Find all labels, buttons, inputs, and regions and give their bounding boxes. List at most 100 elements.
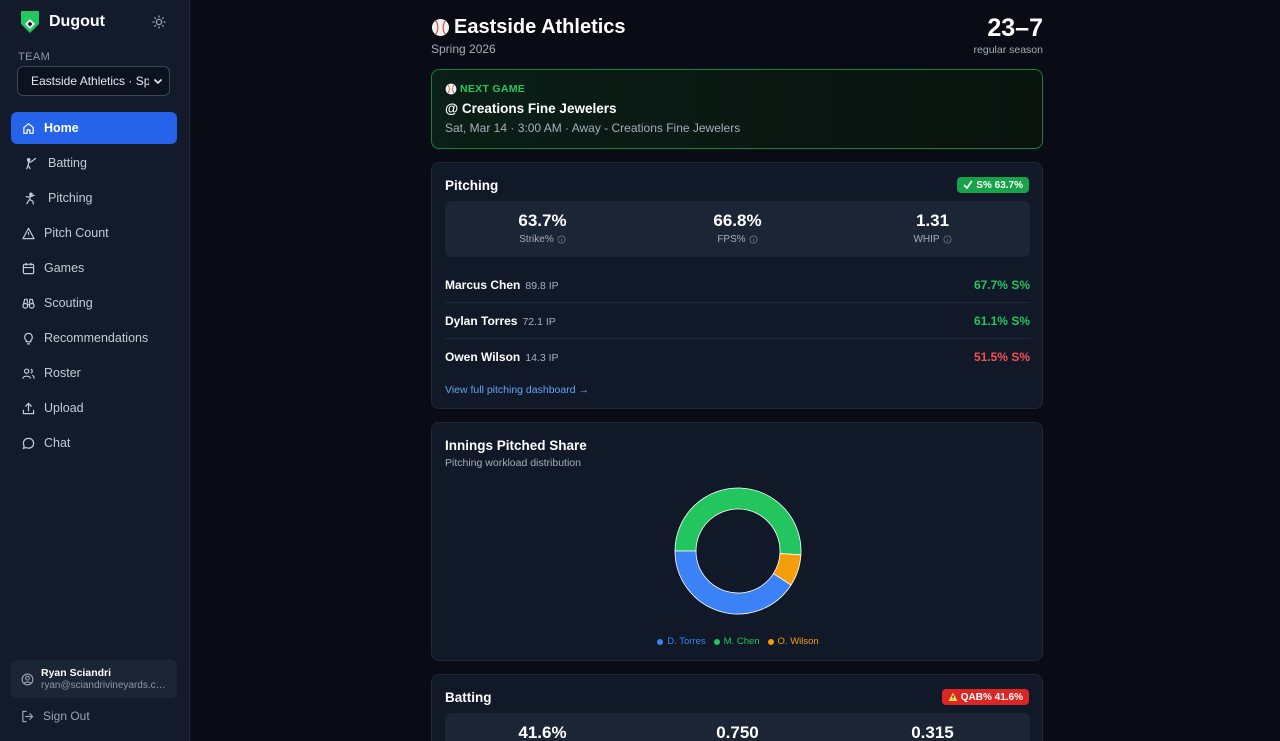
chart-title: Innings Pitched Share xyxy=(445,438,587,453)
pitcher-name: Owen Wilson xyxy=(445,350,521,364)
sidebar-item-pitch-count[interactable]: Pitch Count xyxy=(11,217,177,249)
sidebar-item-label: Batting xyxy=(48,156,87,170)
sidebar-item-games[interactable]: Games xyxy=(11,252,177,284)
calendar-icon xyxy=(22,262,35,274)
info-icon[interactable] xyxy=(749,235,758,244)
baseball-icon xyxy=(445,83,457,95)
batting-stats: 41.6% 0.750 0.315 xyxy=(445,713,1030,741)
next-game-card[interactable]: NEXT GAME @ Creations Fine Jewelers Sat,… xyxy=(431,69,1043,149)
record-label: regular season xyxy=(973,44,1043,56)
sidebar-item-roster[interactable]: Roster xyxy=(11,357,177,389)
pitcher-row[interactable]: Marcus Chen 89.8 IP 67.7% S% xyxy=(445,267,1030,303)
stat-value: 0.315 xyxy=(911,723,954,741)
sidebar-item-label: Pitch Count xyxy=(44,226,109,240)
pitcher-row[interactable]: Owen Wilson 14.3 IP 51.5% S% xyxy=(445,339,1030,375)
brand[interactable]: Dugout xyxy=(20,10,105,34)
innings-chart-card: Innings Pitched Share Pitching workload … xyxy=(431,422,1043,661)
sidebar-item-recommendations[interactable]: Recommendations xyxy=(11,322,177,354)
pitcher-ip: 89.8 IP xyxy=(525,279,559,292)
lightbulb-icon xyxy=(24,332,33,344)
sidebar-item-label: Scouting xyxy=(44,296,93,310)
legend-item[interactable]: M. Chen xyxy=(713,636,760,647)
stat-fps-pct: 66.8% FPS% xyxy=(640,201,835,257)
stat-value: 66.8% xyxy=(713,211,762,230)
sidebar-item-scouting[interactable]: Scouting xyxy=(11,287,177,319)
stat-label: FPS% xyxy=(640,234,835,245)
next-game-label-text: NEXT GAME xyxy=(460,83,526,95)
stat-whip: 1.31 WHIP xyxy=(835,201,1030,257)
stat-batting-3: 0.315 xyxy=(835,713,1030,741)
legend-dot xyxy=(767,638,774,645)
sign-out-button[interactable]: Sign Out xyxy=(21,709,90,723)
sidebar: Dugout TEAM Eastside Athletics · Spring … xyxy=(0,0,190,741)
next-game-opponent: @ Creations Fine Jewelers xyxy=(445,101,617,116)
strike-pct-badge-text: S% 63.7% xyxy=(976,179,1023,191)
pitcher-name: Dylan Torres xyxy=(445,313,518,328)
sidebar-item-label: Pitching xyxy=(48,191,93,205)
sidebar-item-label: Home xyxy=(44,121,79,135)
record-value: 23–7 xyxy=(987,14,1043,42)
sidebar-item-chat[interactable]: Chat xyxy=(11,427,177,459)
innings-donut-chart xyxy=(674,487,802,615)
stat-batting-2: 0.750 xyxy=(640,713,835,741)
pitcher-strike-pct: 51.5% S% xyxy=(973,350,1030,364)
pitcher-row[interactable]: Dylan Torres 72.1 IP 61.1% S% xyxy=(445,303,1030,339)
sidebar-item-label: Chat xyxy=(44,436,71,450)
chart-legend: D. Torres M. Chen O. Wilson xyxy=(432,636,1044,647)
donut-slice-d-torres[interactable] xyxy=(674,550,792,615)
sidebar-item-label: Games xyxy=(44,261,85,275)
legend-item[interactable]: D. Torres xyxy=(657,636,706,647)
users-icon xyxy=(22,367,35,379)
info-icon[interactable] xyxy=(943,235,952,244)
pitching-stats: 63.7% Strike% 66.8% FPS% 1.31 WHIP xyxy=(445,201,1030,257)
stat-label-text: WHIP xyxy=(913,234,940,245)
sidebar-item-pitching[interactable]: Pitching xyxy=(11,182,177,214)
legend-item[interactable]: O. Wilson xyxy=(767,636,819,647)
legend-dot xyxy=(657,638,664,645)
legend-label: D. Torres xyxy=(667,636,706,647)
stat-value: 63.7% xyxy=(518,211,567,230)
pitching-dashboard-link[interactable]: View full pitching dashboard → xyxy=(445,384,589,396)
team-select[interactable]: Eastside Athletics · Spring 2026 xyxy=(17,66,170,96)
binoculars-icon xyxy=(22,298,35,309)
sign-out-icon xyxy=(22,710,34,722)
team-select-value: Eastside Athletics · Spring 2026 xyxy=(31,74,149,88)
stat-strike-pct: 63.7% Strike% xyxy=(445,201,640,257)
stat-value: 0.750 xyxy=(716,723,759,741)
chart-subtitle: Pitching workload distribution xyxy=(445,457,581,469)
user-card[interactable]: Ryan Sciandri ryan@sciandrivineyards.com xyxy=(11,660,177,698)
legend-dot xyxy=(713,638,720,645)
batting-card: Batting QAB% 41.6% 41.6% 0.750 0.315 xyxy=(431,674,1043,741)
user-circle-icon xyxy=(21,673,34,685)
app-name: Dugout xyxy=(49,13,105,30)
checkmark-icon xyxy=(963,180,973,190)
chat-bubble-icon xyxy=(22,437,35,449)
sidebar-item-upload[interactable]: Upload xyxy=(11,392,177,424)
stat-value: 1.31 xyxy=(915,211,950,230)
next-game-label: NEXT GAME xyxy=(445,83,525,95)
sidebar-item-batting[interactable]: Batting xyxy=(11,147,177,179)
user-name: Ryan Sciandri xyxy=(41,667,112,679)
warning-triangle-icon xyxy=(22,227,35,239)
stat-label: Strike% xyxy=(445,234,640,245)
pitcher-list: Marcus Chen 89.8 IP 67.7% S% Dylan Torres… xyxy=(445,267,1030,375)
stat-label-text: Strike% xyxy=(519,234,554,245)
pitcher-ip: 14.3 IP xyxy=(525,352,559,364)
donut-slice-m-chen[interactable] xyxy=(674,487,802,556)
info-icon[interactable] xyxy=(557,235,566,244)
baseball-icon xyxy=(431,18,450,37)
pitcher-icon xyxy=(25,192,35,205)
pitcher-strike-pct: 67.7% S% xyxy=(973,277,1030,292)
pitcher-ip: 72.1 IP xyxy=(522,315,556,328)
sidebar-item-home[interactable]: Home xyxy=(11,112,177,144)
batter-icon xyxy=(26,157,37,169)
sidebar-item-label: Roster xyxy=(44,366,81,380)
team-name: Eastside Athletics xyxy=(454,16,626,38)
stat-label: WHIP xyxy=(835,234,1030,245)
sidebar-item-label: Upload xyxy=(44,401,84,415)
qab-pct-badge: QAB% 41.6% xyxy=(941,689,1029,705)
sun-icon[interactable] xyxy=(151,14,167,30)
pitcher-strike-pct: 61.1% S% xyxy=(973,313,1030,328)
pitching-card: Pitching S% 63.7% 63.7% Strike% 66.8% FP… xyxy=(431,162,1043,409)
dugout-logo-icon xyxy=(21,11,39,33)
